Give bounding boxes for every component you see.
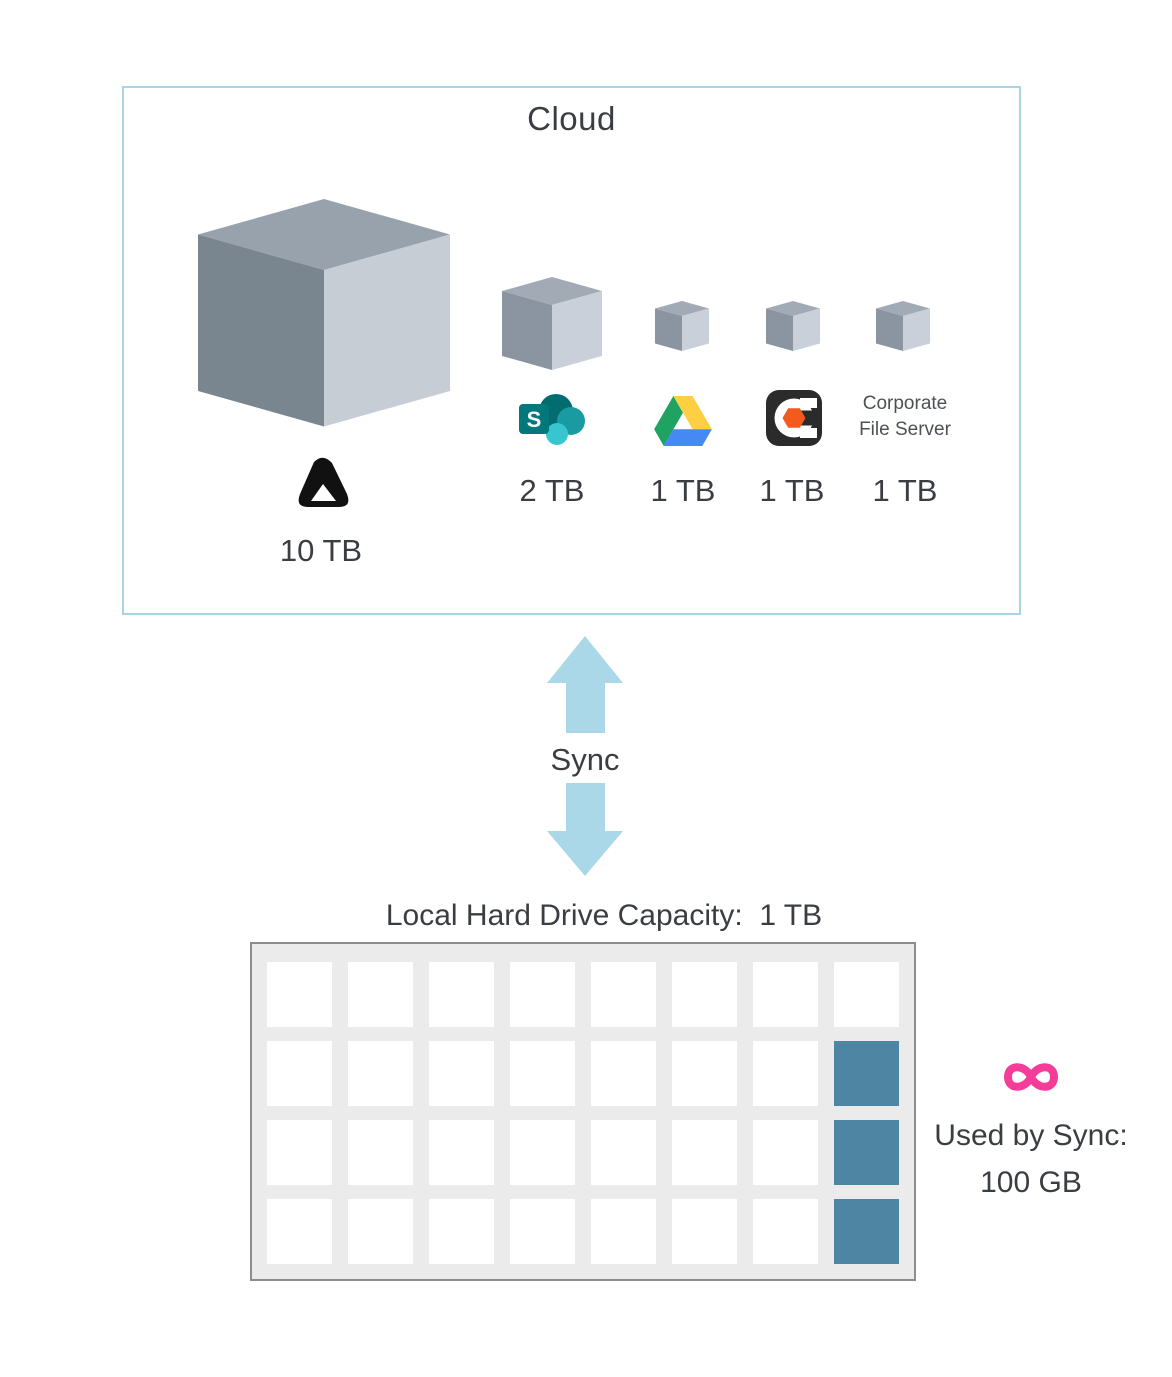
used-by-sync-amount: 100 GB: [980, 1166, 1082, 1199]
drive-cell: [672, 962, 737, 1027]
cloud-panel: Cloud 10 TB S 2 TB: [122, 86, 1021, 615]
drive-cell: [429, 1120, 494, 1185]
delta-triangle-logo: [298, 457, 349, 507]
drive-cell: [591, 1120, 656, 1185]
cloud-title: Cloud: [527, 100, 616, 137]
drive-cell: [753, 962, 818, 1027]
storage-cube-c-app: [766, 301, 820, 351]
storage-cube-corporate: [876, 301, 930, 351]
drive-cell: [510, 1120, 575, 1185]
drive-cell: [591, 962, 656, 1027]
drive-cell: [591, 1199, 656, 1264]
sync-label: Sync: [550, 742, 620, 777]
capacity-label-primary: 10 TB: [279, 533, 363, 568]
drive-cell: [753, 1199, 818, 1264]
local-drive-title: Local Hard Drive Capacity: 1 TB: [385, 899, 823, 932]
drive-cell: [753, 1041, 818, 1106]
drive-cell: [348, 1199, 413, 1264]
capacity-label-c-app: 1 TB: [759, 473, 825, 508]
used-by-sync-note: Used by Sync: 100 GB: [911, 1112, 1151, 1206]
infinity-icon: [1004, 1063, 1058, 1091]
drive-cell: [429, 1199, 494, 1264]
drive-cell: [672, 1199, 737, 1264]
sharepoint-icon: S: [519, 394, 585, 445]
double-vertical-arrow-icon: [547, 636, 623, 876]
storage-cube-primary: [198, 199, 450, 427]
drive-cell: [348, 1041, 413, 1106]
capacity-label-corporate: 1 TB: [872, 473, 938, 508]
drive-cell: [348, 962, 413, 1027]
drive-cell: [672, 1120, 737, 1185]
drive-cell: [267, 1041, 332, 1106]
corporate-file-server-label: Corporate File Server: [859, 393, 951, 440]
capacity-label-sharepoint: 2 TB: [519, 473, 585, 508]
drive-cell: [510, 962, 575, 1027]
used-by-sync-line: Used by Sync:: [934, 1119, 1128, 1152]
google-drive-icon: [654, 396, 712, 446]
drive-cell: [834, 962, 899, 1027]
drive-cell-used: [834, 1199, 899, 1264]
drive-cell: [672, 1041, 737, 1106]
storage-cube-sharepoint: [502, 277, 602, 370]
drive-cell: [267, 962, 332, 1027]
drive-cell: [510, 1041, 575, 1106]
drive-cell: [429, 962, 494, 1027]
drive-cell: [348, 1120, 413, 1185]
capacity-label-google-drive: 1 TB: [650, 473, 716, 508]
drive-cell-used: [834, 1120, 899, 1185]
drive-cell: [591, 1041, 656, 1106]
drive-cell: [429, 1041, 494, 1106]
local-drive-grid: [250, 942, 916, 1281]
storage-cube-google-drive: [655, 301, 709, 351]
c-hexagon-icon: [766, 390, 822, 446]
drive-cell: [510, 1199, 575, 1264]
drive-cell: [753, 1120, 818, 1185]
drive-cell: [267, 1199, 332, 1264]
drive-cell: [267, 1120, 332, 1185]
svg-text:S: S: [527, 407, 542, 432]
drive-cell-used: [834, 1041, 899, 1106]
